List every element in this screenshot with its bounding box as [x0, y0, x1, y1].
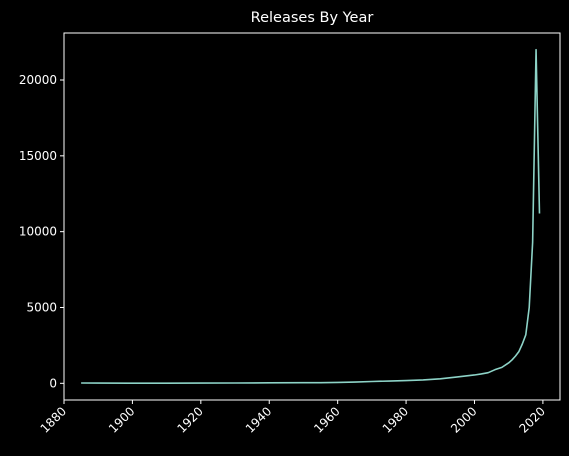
y-tick-label: 20000 — [19, 73, 57, 87]
y-tick-label: 10000 — [19, 225, 57, 239]
y-tick-label: 5000 — [26, 300, 57, 314]
chart-title: Releases By Year — [251, 10, 374, 26]
y-tick-label: 15000 — [19, 149, 57, 163]
y-tick-label: 0 — [49, 376, 57, 390]
